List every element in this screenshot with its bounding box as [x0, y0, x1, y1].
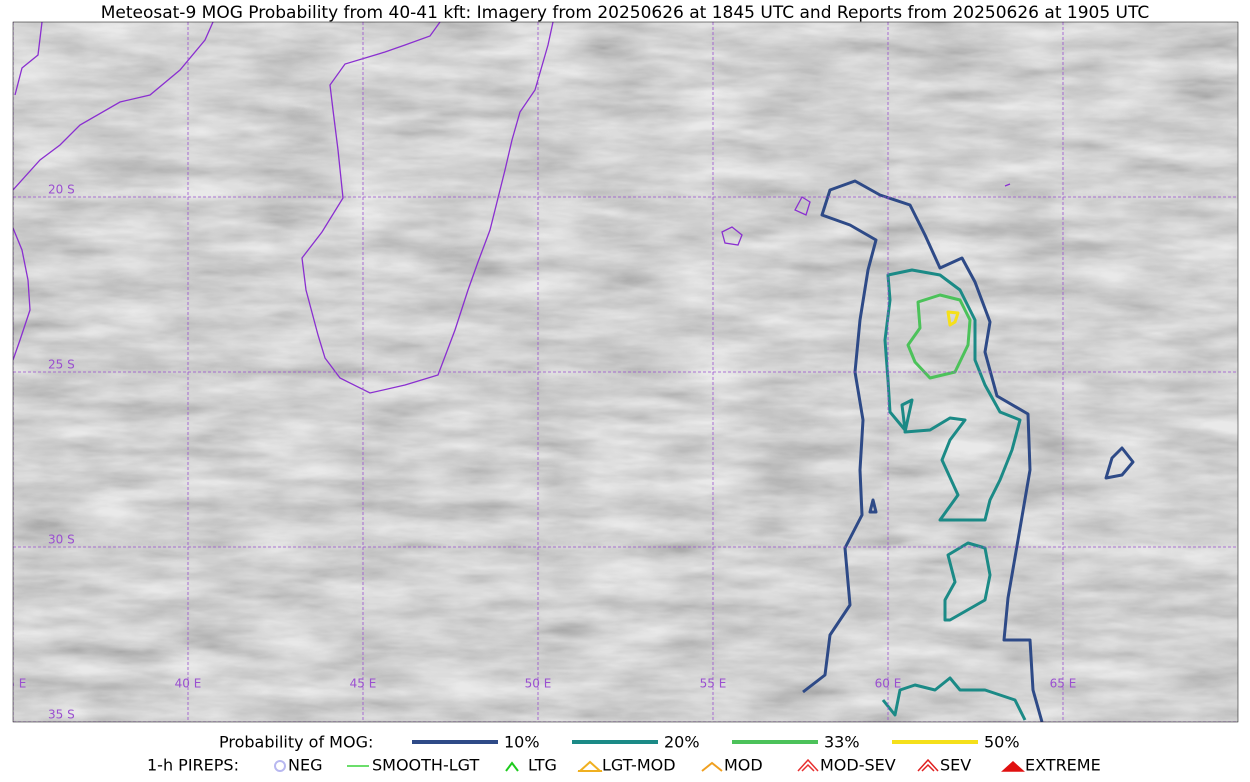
legend-label: 20%	[664, 733, 700, 752]
probability-title: Probability of MOG:	[219, 733, 373, 752]
longitude-label: 55 E	[700, 677, 727, 691]
coastlines	[13, 22, 1011, 394]
legend-label: LTG	[528, 756, 557, 775]
contour-50	[946, 310, 960, 327]
latitude-label: 20 S	[48, 183, 75, 197]
reunion	[721, 226, 743, 246]
pireps-title: 1-h PIREPS:	[147, 756, 239, 775]
pirep-symbol	[505, 761, 519, 772]
legend-label: 33%	[824, 733, 860, 752]
longitude-label: 65 E	[1050, 677, 1077, 691]
africa-coast	[13, 22, 214, 191]
africa-coast-north	[14, 22, 43, 96]
latitude-label: 35 S	[48, 708, 75, 722]
legend-label: NEG	[288, 756, 322, 775]
map-frame	[12, 21, 1239, 723]
legend-label: MOD	[724, 756, 763, 775]
contour-20	[883, 268, 1022, 522]
longitude-label: 45 E	[350, 677, 377, 691]
graticule: 35 E 40 E 45 E 50 E 55 E 60 E 65 E 20 S 25 S 30 S…	[0, 22, 1238, 722]
contour-10	[802, 179, 1044, 722]
legend-label: EXTREME	[1025, 756, 1101, 775]
mauritius	[794, 196, 811, 216]
africa-coast-south	[13, 227, 31, 361]
legend-label: SEV	[940, 756, 971, 775]
legend-label: 10%	[504, 733, 540, 752]
longitude-label: 60 E	[875, 677, 902, 691]
legend-label: 50%	[984, 733, 1020, 752]
pirep-symbol	[917, 758, 939, 772]
pirep-symbol	[577, 760, 603, 772]
madagascar	[301, 22, 554, 394]
longitude-label: 35 E	[0, 677, 26, 691]
latitude-label: 25 S	[48, 358, 75, 372]
title: Meteosat-9 MOG Probability from 40-41 kf…	[101, 3, 1150, 23]
legend-label: SMOOTH-LGT	[372, 756, 479, 775]
rodrigues	[1004, 183, 1011, 187]
pirep-symbol	[797, 758, 819, 772]
contour-33	[906, 293, 972, 380]
latitude-label: 30 S	[48, 533, 75, 547]
pirep-symbol	[274, 760, 286, 772]
pirep-symbol	[1001, 760, 1025, 772]
contour-20-south	[881, 541, 1027, 721]
longitude-label: 50 E	[525, 677, 552, 691]
contour-10-small	[868, 446, 1135, 514]
legend-label: MOD-SEV	[820, 756, 896, 775]
longitude-label: 40 E	[175, 677, 202, 691]
legend-label: LGT-MOD	[602, 756, 676, 775]
pirep-symbol	[701, 761, 723, 772]
legend: Probability of MOG: 10% 20% 33% 50% 1-h PIREP…	[147, 733, 1101, 775]
map: 35 E 40 E 45 E 50 E 55 E 60 E 65 E 20 S 25 S 30 S…	[0, 22, 1238, 722]
